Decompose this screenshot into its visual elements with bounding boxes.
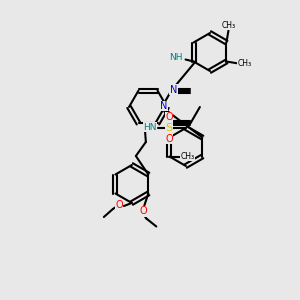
Text: N: N [170, 85, 177, 94]
Text: O: O [165, 134, 173, 144]
Text: N: N [160, 101, 168, 111]
Text: CH₃: CH₃ [180, 152, 194, 161]
Text: O: O [140, 206, 147, 217]
Text: O: O [165, 112, 173, 122]
Text: HN: HN [143, 122, 157, 131]
Text: CH₃: CH₃ [237, 59, 251, 68]
Text: NH: NH [169, 53, 182, 62]
Text: S: S [165, 123, 172, 133]
Text: O: O [115, 200, 123, 210]
Text: CH₃: CH₃ [221, 21, 236, 30]
